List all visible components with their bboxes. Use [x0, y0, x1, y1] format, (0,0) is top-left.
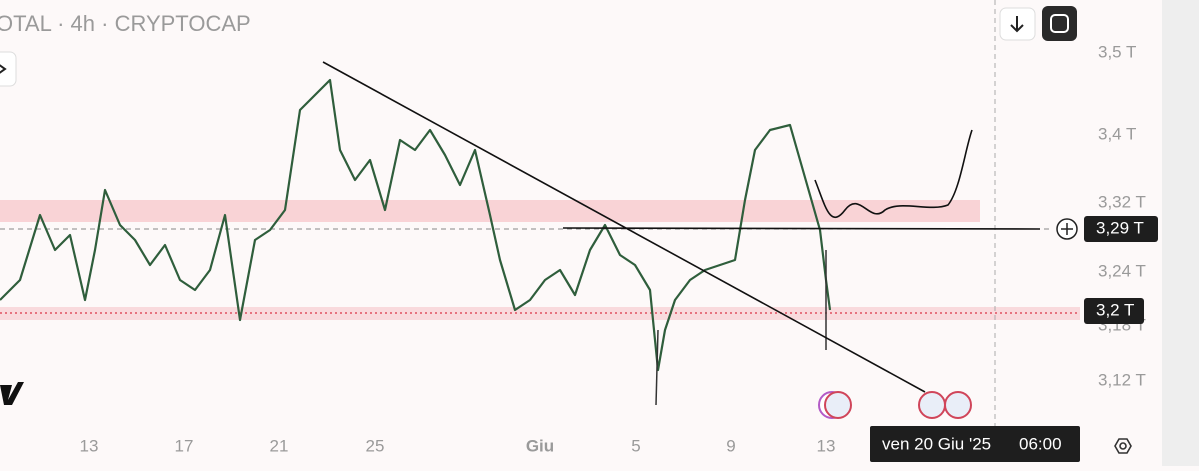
- side-strip: [1162, 0, 1199, 466]
- fullscreen-button[interactable]: [1042, 6, 1077, 41]
- chevron-icon: [0, 64, 7, 74]
- current-price: 3,2 T: [1096, 300, 1134, 319]
- wick: [655, 329, 659, 406]
- collapse-button[interactable]: [0, 51, 17, 87]
- crosshair-price-tag: [1084, 216, 1158, 242]
- time-label: Giu: [526, 436, 554, 455]
- time-label: 17: [175, 436, 194, 455]
- time-label: 5: [631, 436, 640, 455]
- trend-line: [322, 61, 926, 393]
- fullscreen-icon: [1050, 14, 1069, 33]
- time-label: 25: [366, 436, 385, 455]
- crosshair-time-tag: [870, 426, 1080, 462]
- plus-icon: [1061, 223, 1073, 235]
- price-label: 3,24 T: [1098, 261, 1146, 280]
- price-label: 3,5 T: [1098, 42, 1136, 61]
- chart-title: OTAL · 4h · CRYPTOCAP: [0, 11, 251, 36]
- time-label: 21: [270, 436, 289, 455]
- projection-curve: [814, 129, 973, 218]
- price-label: 3,12 T: [1098, 370, 1146, 389]
- level-line: [562, 227, 1041, 230]
- crosshair-time: 06:00: [1019, 434, 1062, 453]
- logo: [0, 382, 24, 405]
- crosshair-date: ven 20 Giu '25: [882, 434, 991, 453]
- crosshair-price: 3,29 T: [1096, 218, 1144, 237]
- time-label: 13: [80, 436, 99, 455]
- price-label: 3,4 T: [1098, 124, 1136, 143]
- time-label: 9: [726, 436, 735, 455]
- current-price-tag: [1084, 298, 1144, 324]
- event-flags[interactable]: [818, 391, 972, 419]
- arrow-icon: [1010, 16, 1024, 33]
- time-label: 13: [817, 436, 836, 455]
- price-path: [0, 78, 832, 372]
- settings-button[interactable]: [1114, 438, 1132, 454]
- price-label: 3,32 T: [1098, 192, 1146, 211]
